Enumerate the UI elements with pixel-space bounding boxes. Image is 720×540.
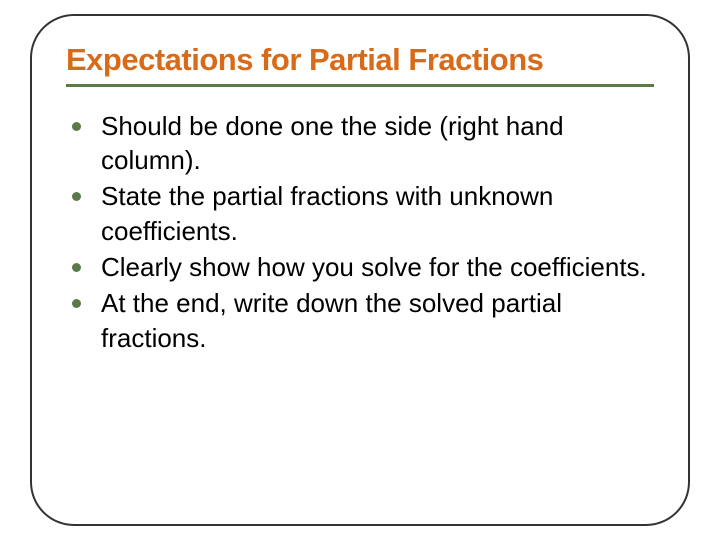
slide-frame: Expectations for Partial Fractions Shoul… (30, 14, 690, 526)
list-item: State the partial fractions with unknown… (72, 179, 654, 248)
bullet-text: At the end, write down the solved partia… (101, 286, 654, 355)
bullet-text: State the partial fractions with unknown… (101, 179, 654, 248)
bullet-text: Should be done one the side (right hand … (101, 109, 654, 178)
bullet-text: Clearly show how you solve for the coeff… (101, 250, 654, 284)
bullet-icon (72, 122, 81, 131)
bullet-icon (72, 192, 81, 201)
bullet-list: Should be done one the side (right hand … (66, 109, 654, 355)
slide-title: Expectations for Partial Fractions (66, 42, 654, 78)
bullet-icon (72, 299, 81, 308)
title-underline (66, 84, 654, 87)
list-item: Should be done one the side (right hand … (72, 109, 654, 178)
list-item: At the end, write down the solved partia… (72, 286, 654, 355)
bullet-icon (72, 263, 81, 272)
list-item: Clearly show how you solve for the coeff… (72, 250, 654, 284)
